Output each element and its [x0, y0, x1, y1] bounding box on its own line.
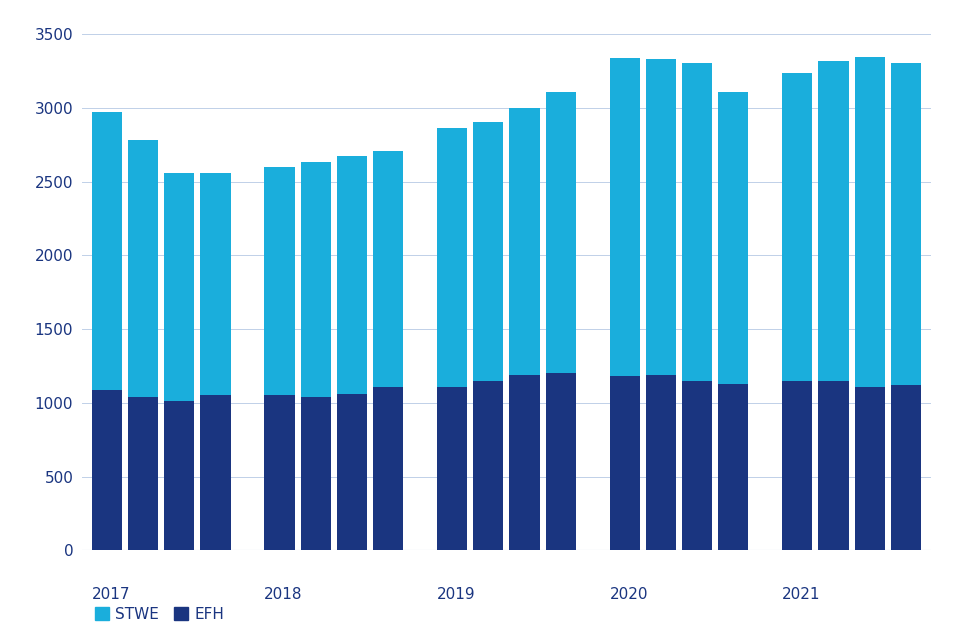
Bar	[510, 108, 540, 375]
Bar	[264, 396, 295, 550]
Bar	[545, 373, 576, 550]
Bar	[646, 375, 676, 550]
Bar	[682, 63, 712, 381]
Bar	[610, 58, 639, 376]
Bar	[337, 156, 367, 394]
Bar	[437, 387, 468, 550]
Bar	[682, 381, 712, 550]
Legend: STWE, EFH: STWE, EFH	[89, 600, 230, 628]
Bar	[437, 129, 468, 387]
Bar	[819, 61, 849, 381]
Bar	[473, 381, 503, 550]
Bar	[91, 390, 122, 550]
Bar	[782, 73, 812, 381]
Text: 2017: 2017	[91, 588, 131, 602]
Bar	[128, 397, 158, 550]
Bar	[610, 376, 639, 550]
Bar	[337, 394, 367, 550]
Bar	[164, 173, 194, 401]
Bar	[91, 112, 122, 390]
Bar	[201, 173, 230, 396]
Bar	[718, 383, 749, 550]
Bar	[819, 381, 849, 550]
Bar	[300, 397, 331, 550]
Text: 2020: 2020	[610, 588, 648, 602]
Bar	[300, 163, 331, 397]
Bar	[510, 375, 540, 550]
Bar	[373, 151, 403, 387]
Bar	[782, 381, 812, 550]
Bar	[854, 57, 885, 387]
Bar	[854, 387, 885, 550]
Bar	[891, 385, 922, 550]
Bar	[891, 63, 922, 385]
Text: 2019: 2019	[437, 588, 475, 602]
Text: 2018: 2018	[264, 588, 302, 602]
Bar	[718, 92, 749, 383]
Bar	[128, 140, 158, 397]
Bar	[646, 59, 676, 375]
Text: 2021: 2021	[782, 588, 821, 602]
Bar	[201, 396, 230, 550]
Bar	[264, 168, 295, 396]
Bar	[545, 92, 576, 373]
Bar	[164, 401, 194, 550]
Bar	[473, 122, 503, 381]
Bar	[373, 387, 403, 550]
